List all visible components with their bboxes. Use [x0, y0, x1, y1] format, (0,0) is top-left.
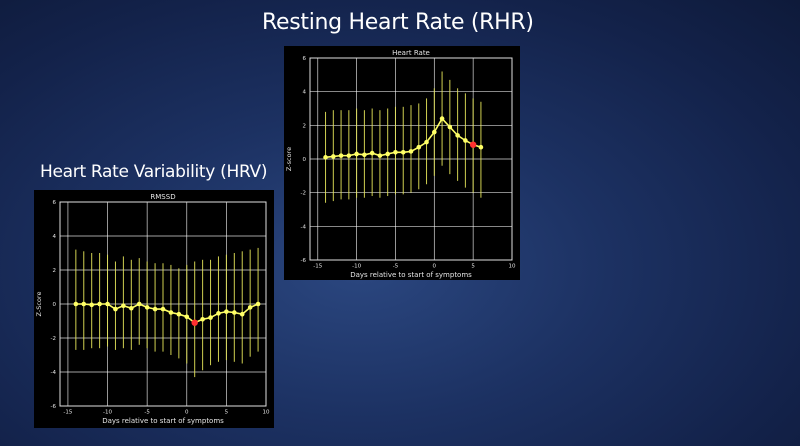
data-point [239, 311, 245, 317]
y-tick-label: -2 [301, 191, 306, 197]
x-tick-label: -15 [313, 264, 322, 270]
data-point [463, 138, 468, 143]
rhr-chart: -15 -10 -5 0 5 10 -6 -4 -2 0 2 4 6 Heart Rate Days rel… [285, 49, 516, 279]
data-point [369, 150, 375, 156]
data-point [184, 314, 190, 320]
data-point [478, 144, 484, 150]
data-point [447, 124, 453, 130]
hrv-heading: Heart Rate Variability (HRV) [40, 162, 268, 182]
x-tick-label: -5 [393, 264, 399, 270]
data-point [224, 309, 229, 314]
data-point [346, 153, 352, 158]
y-axis-label: Z-score [285, 147, 293, 171]
data-point [200, 317, 205, 322]
data-point [160, 306, 166, 312]
x-tick-label: -10 [352, 264, 361, 270]
y-tick-label: 6 [303, 56, 307, 62]
data-point [455, 133, 460, 138]
y-tick-label: -6 [51, 404, 57, 410]
data-point [432, 129, 437, 135]
data-point [377, 153, 383, 158]
data-point [338, 153, 344, 158]
data-point [408, 149, 414, 154]
hrv-chart: -15 -10 -5 0 5 10 -6 -4 -2 0 2 4 6 RMSSD Days relative… [35, 193, 270, 425]
x-tick-label: 5 [471, 264, 475, 270]
y-tick-label: 6 [53, 200, 57, 206]
chart-title: Heart Rate [392, 49, 430, 57]
data-point [400, 149, 406, 155]
series-line [75, 303, 259, 324]
data-point [323, 155, 328, 160]
y-tick-label: -4 [301, 224, 307, 230]
data-point [354, 151, 359, 157]
data-point [89, 302, 94, 308]
y-tick-label: 4 [303, 90, 307, 96]
data-point [152, 306, 158, 312]
y-tick-label: 0 [53, 302, 57, 308]
x-tick-label: 5 [225, 410, 229, 416]
data-point [362, 152, 367, 158]
data-point [144, 305, 150, 310]
x-tick-label: -10 [103, 410, 112, 416]
x-tick-label: -5 [144, 410, 150, 416]
data-point [416, 144, 422, 150]
rhr-heading: Resting Heart Rate (RHR) [262, 10, 534, 35]
data-point [168, 310, 174, 315]
x-tick-label: 10 [263, 410, 270, 416]
plot-frame [59, 201, 267, 407]
rhr-chart-panel: -15 -10 -5 0 5 10 -6 -4 -2 0 2 4 6 Heart Rate Days rel… [284, 46, 520, 280]
data-point [247, 305, 253, 310]
x-axis-label: Days relative to start of symptoms [102, 417, 224, 425]
highlight-point [469, 141, 477, 148]
y-axis-label: Z-Score [35, 292, 43, 317]
y-tick-label: 2 [303, 123, 307, 129]
data-point [255, 301, 261, 307]
data-point [129, 305, 134, 311]
y-tick-label: -6 [301, 258, 307, 264]
data-point [424, 139, 429, 145]
data-point [105, 301, 110, 307]
data-point [331, 154, 336, 159]
data-point [176, 311, 182, 317]
data-point [393, 149, 398, 155]
chart-title: RMSSD [150, 193, 175, 201]
data-point [439, 116, 445, 121]
y-tick-label: 4 [53, 234, 57, 240]
data-point [136, 301, 142, 307]
data-point [121, 303, 126, 308]
plot-frame [309, 57, 513, 261]
y-tick-label: -4 [51, 370, 57, 376]
y-tick-label: 2 [53, 268, 57, 274]
highlight-point [191, 319, 198, 326]
data-point [385, 151, 390, 157]
x-tick-label: 0 [433, 264, 437, 270]
x-tick-label: 0 [185, 410, 189, 416]
x-tick-label: 10 [509, 264, 516, 270]
data-point [81, 301, 87, 307]
data-point [232, 310, 237, 315]
y-tick-label: -2 [51, 336, 56, 342]
data-point [208, 315, 213, 320]
hrv-chart-panel: -15 -10 -5 0 5 10 -6 -4 -2 0 2 4 6 RMSSD Days relative… [34, 190, 274, 428]
data-point [73, 301, 79, 307]
x-tick-label: -15 [63, 410, 72, 416]
data-point [97, 301, 102, 307]
data-point [216, 311, 221, 316]
data-point [113, 306, 118, 312]
y-tick-label: 0 [303, 157, 307, 163]
x-axis-label: Days relative to start of symptoms [350, 271, 472, 279]
